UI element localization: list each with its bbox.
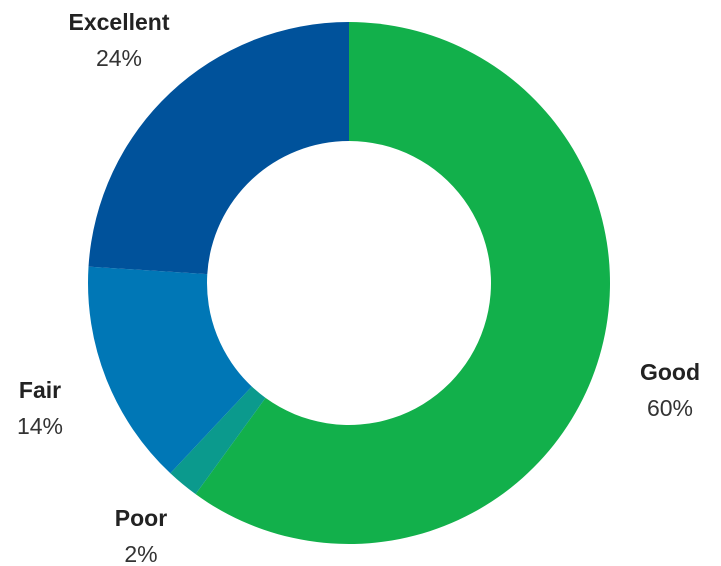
slice-value-good: 60%	[647, 395, 693, 421]
slice-value-excellent: 24%	[96, 45, 142, 71]
slice-value-fair: 14%	[17, 413, 63, 439]
slice-label-good: Good	[640, 359, 700, 385]
donut-slices	[88, 22, 610, 544]
slice-value-poor: 2%	[124, 541, 157, 566]
slice-label-fair: Fair	[19, 377, 61, 403]
slice-label-poor: Poor	[115, 505, 167, 531]
slice-label-excellent: Excellent	[69, 9, 170, 35]
